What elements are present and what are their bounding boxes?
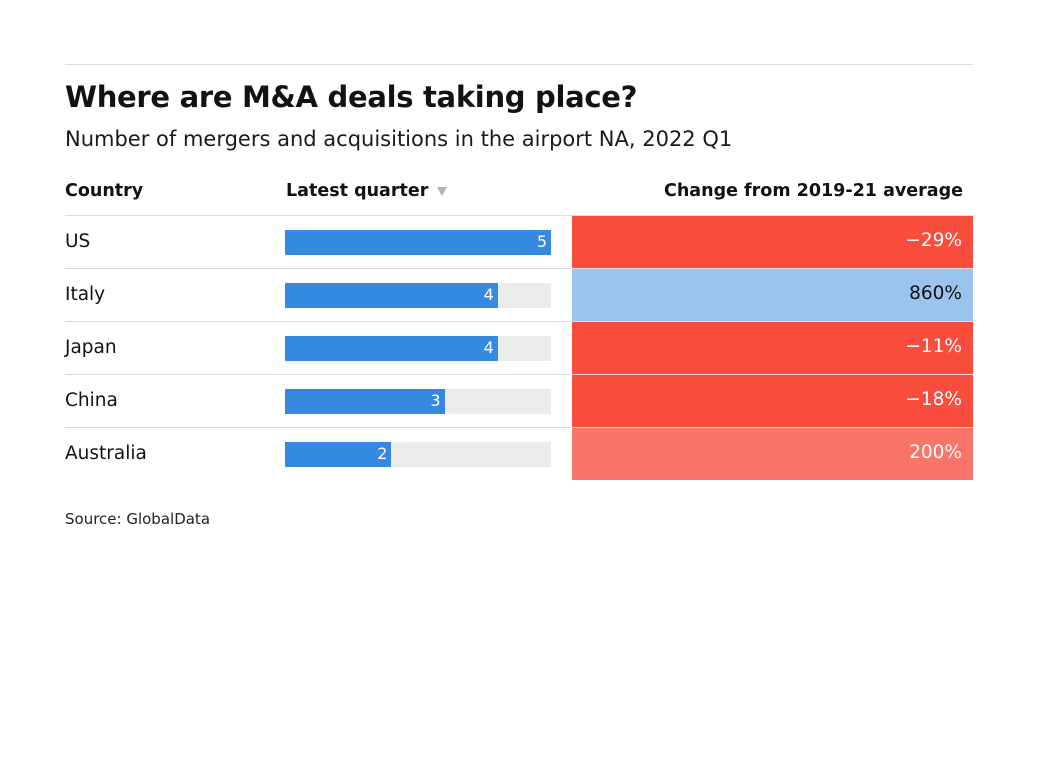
change-cell: −29%	[572, 216, 973, 268]
change-value: −29%	[905, 230, 962, 251]
column-header-change[interactable]: Change from 2019-21 average	[664, 181, 963, 201]
column-header-country[interactable]: Country	[65, 181, 144, 201]
country-label: Australia	[65, 443, 147, 464]
bar-latest-quarter: 4	[285, 336, 498, 361]
bar-latest-quarter: 5	[285, 230, 551, 255]
bar-latest-quarter: 4	[285, 283, 498, 308]
change-cell: −11%	[572, 322, 973, 374]
bar-track: 2	[285, 442, 551, 467]
bar-track: 3	[285, 389, 551, 414]
country-label: Italy	[65, 284, 106, 305]
column-header-latest-quarter[interactable]: Latest quarter	[286, 181, 429, 201]
chart-title: Where are M&A deals taking place?	[65, 80, 638, 114]
table-row: US 5 −29%	[65, 216, 973, 269]
change-value: 860%	[909, 283, 962, 304]
bar-track: 4	[285, 336, 551, 361]
bar-value-label: 4	[483, 285, 494, 304]
table-row: Italy 4 860%	[65, 269, 973, 322]
bar-track: 5	[285, 230, 551, 255]
source-note: Source: GlobalData	[65, 510, 211, 528]
top-divider	[65, 64, 973, 65]
bar-latest-quarter: 3	[285, 389, 445, 414]
change-value: −18%	[905, 389, 962, 410]
sort-descending-icon[interactable]	[437, 187, 447, 196]
change-cell: −18%	[572, 375, 973, 427]
bar-track: 4	[285, 283, 551, 308]
table-row: Australia 2 200%	[65, 428, 973, 480]
bar-latest-quarter: 2	[285, 442, 392, 467]
change-value: 200%	[909, 442, 962, 463]
header-divider	[65, 215, 973, 216]
change-cell: 860%	[572, 269, 973, 321]
bar-value-label: 5	[536, 232, 547, 251]
table-body: US 5 −29% Italy 4 860% Japan 4 −11% China 3 −18% Aus…	[65, 216, 973, 480]
table-row: China 3 −18%	[65, 375, 973, 428]
chart-subtitle: Number of mergers and acquisitions in th…	[65, 127, 733, 151]
bar-value-label: 4	[483, 338, 494, 357]
change-cell: 200%	[572, 428, 973, 480]
country-label: US	[65, 231, 91, 252]
country-label: China	[65, 390, 118, 411]
bar-value-label: 3	[430, 391, 441, 410]
bar-value-label: 2	[377, 444, 388, 463]
change-value: −11%	[905, 336, 962, 357]
country-label: Japan	[65, 337, 117, 358]
table-row: Japan 4 −11%	[65, 322, 973, 375]
